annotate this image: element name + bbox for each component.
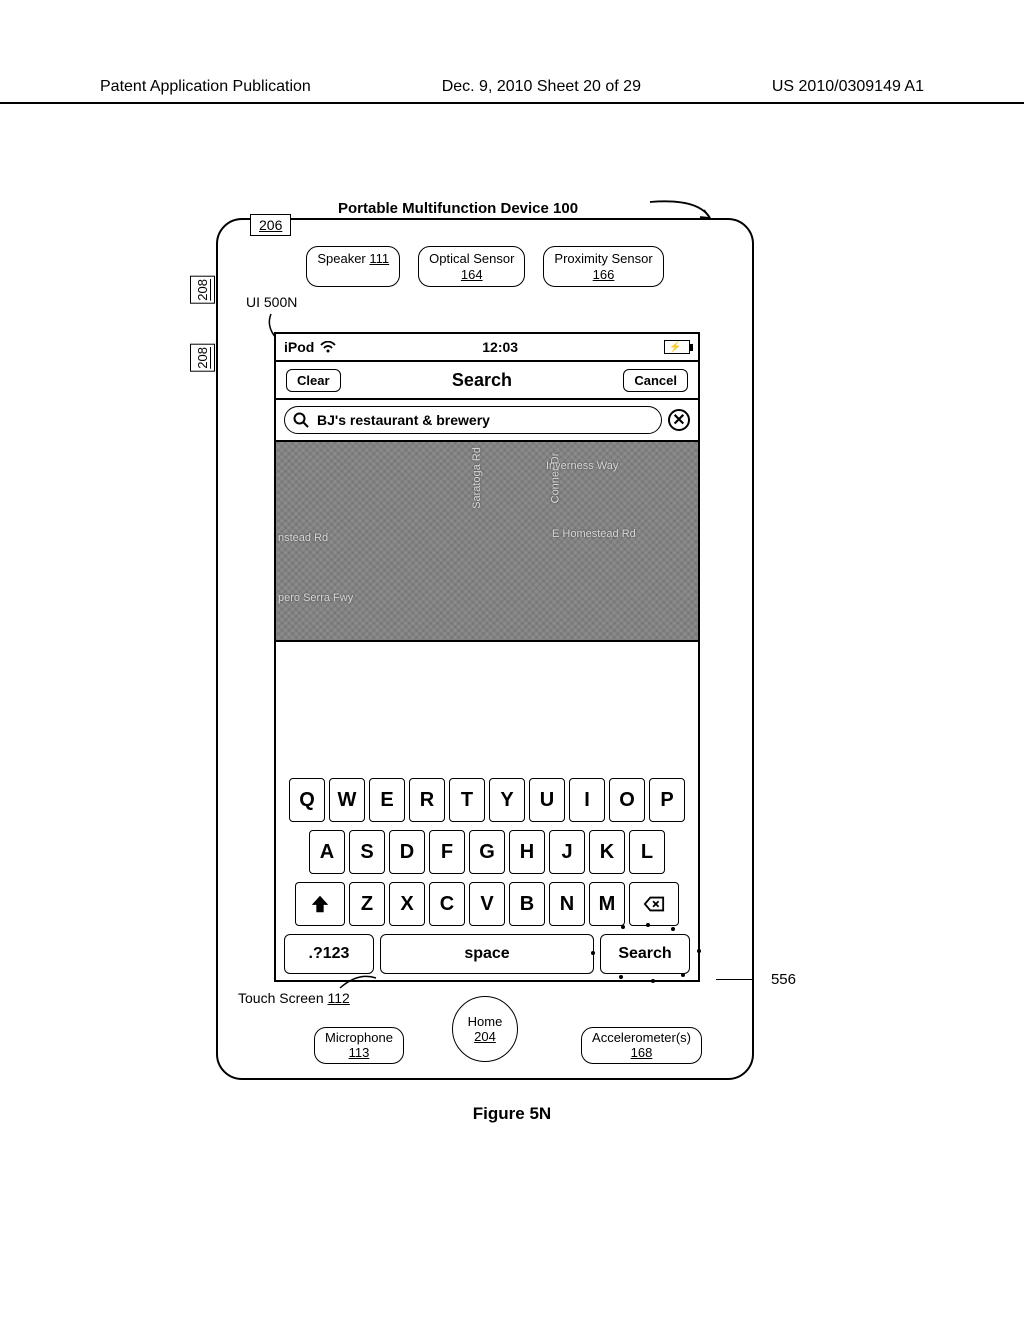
key-h[interactable]: H bbox=[509, 830, 545, 874]
optical-sensor-box: Optical Sensor164 bbox=[418, 246, 525, 287]
space-key[interactable]: space bbox=[380, 934, 594, 974]
home-label: Home bbox=[468, 1014, 503, 1029]
touch-screen-label: Touch Screen 112 bbox=[238, 990, 350, 1006]
ref-208-bottom: 208 bbox=[190, 344, 215, 372]
key-n[interactable]: N bbox=[549, 882, 585, 926]
key-z[interactable]: Z bbox=[349, 882, 385, 926]
key-c[interactable]: C bbox=[429, 882, 465, 926]
header-right: US 2010/0309149 A1 bbox=[772, 78, 924, 96]
search-bar: BJ's restaurant & brewery ✕ bbox=[276, 400, 698, 442]
header-center: Dec. 9, 2010 Sheet 20 of 29 bbox=[442, 78, 641, 96]
backspace-key[interactable] bbox=[629, 882, 679, 926]
keyboard-row-1: QWERTYUIOP bbox=[280, 778, 694, 822]
key-a[interactable]: A bbox=[309, 830, 345, 874]
backspace-icon bbox=[643, 893, 665, 915]
map-street-label: Conner Dr bbox=[549, 453, 561, 504]
key-g[interactable]: G bbox=[469, 830, 505, 874]
key-v[interactable]: V bbox=[469, 882, 505, 926]
ref-208-top: 208 bbox=[190, 276, 215, 304]
key-m[interactable]: M bbox=[589, 882, 625, 926]
speaker-box: Speaker 111 bbox=[306, 246, 400, 287]
key-k[interactable]: K bbox=[589, 830, 625, 874]
home-button[interactable]: Home 204 bbox=[452, 996, 518, 1062]
status-time: 12:03 bbox=[482, 339, 518, 355]
microphone-box: Microphone113 bbox=[314, 1027, 404, 1064]
key-e[interactable]: E bbox=[369, 778, 405, 822]
sensor-row: Speaker 111 Optical Sensor164 Proximity … bbox=[218, 246, 752, 287]
key-o[interactable]: O bbox=[609, 778, 645, 822]
home-ref: 204 bbox=[474, 1029, 496, 1044]
ref-556: 556 bbox=[771, 971, 796, 988]
clear-button[interactable]: Clear bbox=[286, 369, 341, 392]
map-street-label: pero Serra Fwy bbox=[278, 592, 353, 604]
cancel-button[interactable]: Cancel bbox=[623, 369, 688, 392]
numbers-key[interactable]: .?123 bbox=[284, 934, 374, 974]
map-street-label: Saratoga Rd bbox=[471, 447, 483, 509]
key-q[interactable]: Q bbox=[289, 778, 325, 822]
status-bar: iPod 12:03 ⚡ bbox=[276, 334, 698, 362]
key-l[interactable]: L bbox=[629, 830, 665, 874]
key-x[interactable]: X bbox=[389, 882, 425, 926]
header-left: Patent Application Publication bbox=[100, 78, 311, 96]
key-r[interactable]: R bbox=[409, 778, 445, 822]
wifi-icon bbox=[320, 341, 336, 353]
search-query: BJ's restaurant & brewery bbox=[317, 412, 490, 428]
nav-title: Search bbox=[452, 370, 512, 391]
figure-label: Figure 5N bbox=[0, 1104, 1024, 1124]
status-left: iPod bbox=[284, 339, 336, 355]
page-header: Patent Application Publication Dec. 9, 2… bbox=[0, 78, 1024, 104]
key-y[interactable]: Y bbox=[489, 778, 525, 822]
key-d[interactable]: D bbox=[389, 830, 425, 874]
clear-search-icon[interactable]: ✕ bbox=[668, 409, 690, 431]
device-title: Portable Multifunction Device 100 bbox=[338, 200, 578, 217]
map-street-label: nstead Rd bbox=[278, 532, 328, 544]
search-field[interactable]: BJ's restaurant & brewery bbox=[284, 406, 662, 434]
key-u[interactable]: U bbox=[529, 778, 565, 822]
touch-arrow-icon bbox=[338, 970, 378, 990]
search-key-label: Search bbox=[618, 945, 671, 963]
key-w[interactable]: W bbox=[329, 778, 365, 822]
ui-label: UI 500N bbox=[246, 294, 297, 310]
key-j[interactable]: J bbox=[549, 830, 585, 874]
ref-206: 206 bbox=[250, 214, 291, 236]
keyboard-row-bottom: .?123 space Search bbox=[280, 934, 694, 974]
key-f[interactable]: F bbox=[429, 830, 465, 874]
device-body: Speaker 111 Optical Sensor164 Proximity … bbox=[216, 218, 754, 1080]
key-b[interactable]: B bbox=[509, 882, 545, 926]
shift-key[interactable] bbox=[295, 882, 345, 926]
map-area[interactable]: Inverness WayE Homestead Rdnstead Rdpero… bbox=[276, 442, 698, 642]
search-icon bbox=[293, 412, 309, 428]
keyboard: QWERTYUIOP ASDFGHJKL ZXCVBNM .?123 space… bbox=[276, 772, 698, 980]
map-street-label: E Homestead Rd bbox=[552, 528, 636, 540]
key-p[interactable]: P bbox=[649, 778, 685, 822]
touch-screen[interactable]: iPod 12:03 ⚡ Clear Search Cancel bbox=[274, 332, 700, 982]
keyboard-row-3: ZXCVBNM bbox=[280, 882, 694, 926]
battery-icon: ⚡ bbox=[664, 340, 690, 354]
shift-icon bbox=[309, 893, 331, 915]
carrier-label: iPod bbox=[284, 339, 314, 355]
key-i[interactable]: I bbox=[569, 778, 605, 822]
ref-556-line bbox=[716, 979, 754, 981]
keyboard-row-2: ASDFGHJKL bbox=[280, 830, 694, 874]
proximity-sensor-box: Proximity Sensor166 bbox=[543, 246, 663, 287]
nav-bar: Clear Search Cancel bbox=[276, 362, 698, 400]
key-s[interactable]: S bbox=[349, 830, 385, 874]
key-t[interactable]: T bbox=[449, 778, 485, 822]
search-key[interactable]: Search bbox=[600, 934, 690, 974]
accelerometer-box: Accelerometer(s)168 bbox=[581, 1027, 702, 1064]
